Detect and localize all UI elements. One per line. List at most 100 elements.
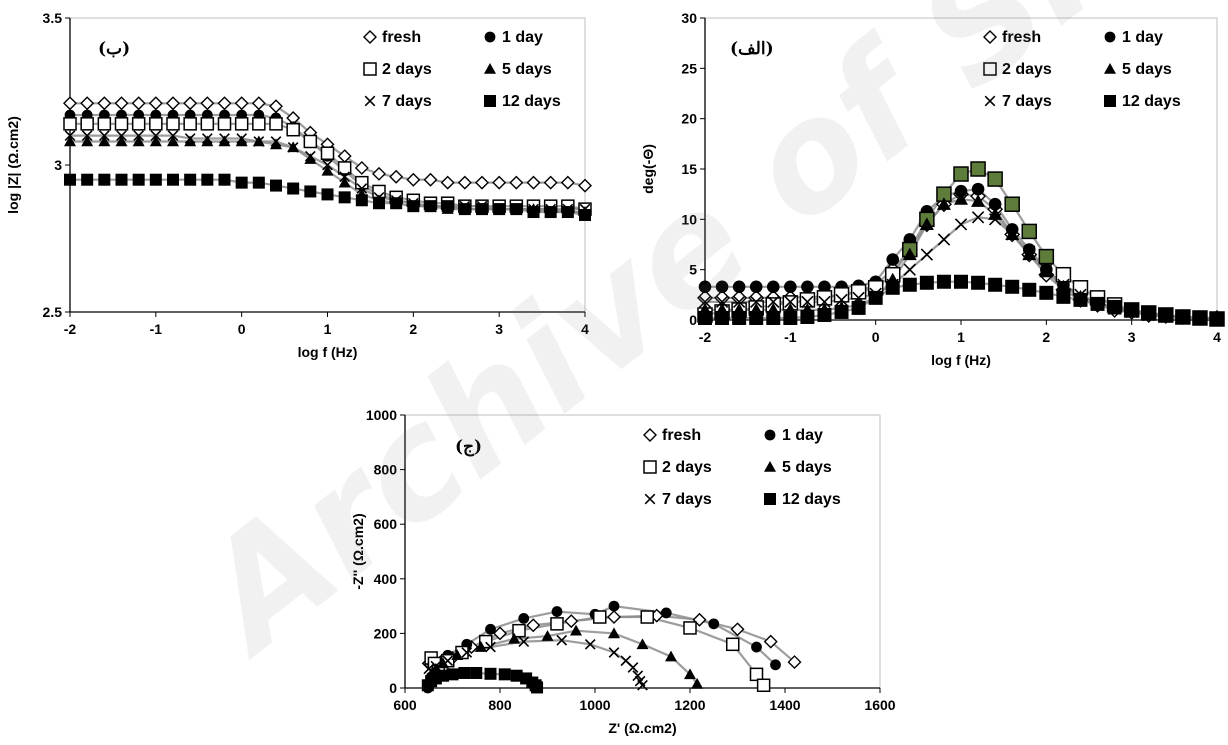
bode-modulus-point xyxy=(97,117,112,131)
nyquist-point xyxy=(508,632,521,644)
bode-phase-point xyxy=(988,277,1003,292)
bode-modulus-point xyxy=(579,208,591,221)
bode-modulus-point xyxy=(389,169,404,184)
bode-phase-point xyxy=(851,300,866,315)
legend-marker-1day xyxy=(1104,31,1116,43)
bode-modulus-point xyxy=(167,135,179,147)
bode-modulus-point xyxy=(321,188,334,201)
bode-modulus-point xyxy=(201,173,214,186)
bode-modulus-point xyxy=(355,194,368,207)
bode-phase-y-tick-label: 0 xyxy=(689,312,697,328)
bode-modulus-point xyxy=(355,175,369,190)
bode-modulus-point xyxy=(269,117,283,131)
nyquist-point xyxy=(751,641,762,653)
bode-phase-point xyxy=(767,295,780,309)
bode-modulus-point xyxy=(236,133,248,144)
bode-modulus-y-tick-label: 2.5 xyxy=(43,304,63,320)
bode-modulus-point xyxy=(167,173,179,186)
bode-phase-point xyxy=(835,293,848,307)
bode-modulus-point xyxy=(354,160,369,175)
bode-phase-y-tick-label: 25 xyxy=(681,60,697,76)
bode-phase-point xyxy=(715,295,729,309)
bode-phase-point xyxy=(817,307,832,322)
legend-marker-7days xyxy=(984,95,996,107)
nyquist-x-tick-label: 1400 xyxy=(769,697,800,713)
bode-phase-point xyxy=(903,263,916,276)
nyquist-x-tick-label: 800 xyxy=(488,697,512,713)
bode-phase-point xyxy=(1057,278,1070,291)
bode-modulus-point xyxy=(64,173,76,186)
legend-marker-7days xyxy=(364,95,376,107)
bode-phase-point xyxy=(1023,245,1036,258)
bode-phase-fit-line-0 xyxy=(705,193,1217,320)
bode-modulus-point xyxy=(219,133,230,144)
bode-phase-point xyxy=(1141,305,1156,320)
nyquist-y-tick-label: 1000 xyxy=(366,407,397,423)
nyquist-point xyxy=(556,634,568,646)
nyquist-point xyxy=(570,624,582,636)
bode-modulus-point xyxy=(200,96,215,111)
bode-modulus-point xyxy=(149,117,163,131)
bode-modulus-point xyxy=(458,203,471,216)
bode-phase-point xyxy=(834,304,849,319)
bode-modulus-point xyxy=(475,175,489,190)
bode-modulus-point xyxy=(304,185,317,198)
bode-modulus-point xyxy=(98,135,111,147)
bode-phase-point xyxy=(936,197,951,210)
bode-modulus-point xyxy=(234,117,249,131)
bode-modulus-x-tick-label: -2 xyxy=(64,321,77,337)
nyquist-point xyxy=(518,612,530,624)
legend-marker-7days xyxy=(644,493,656,505)
bode-modulus-point xyxy=(114,96,129,111)
legend-label-fresh: fresh xyxy=(662,427,701,444)
bode-phase-point xyxy=(1107,299,1122,314)
nyquist-point xyxy=(708,618,720,630)
bode-modulus-point xyxy=(287,141,299,153)
nyquist-point xyxy=(531,681,544,694)
bode-phase-x-axis-label: log f (Hz) xyxy=(931,352,991,368)
bode-modulus-point xyxy=(184,133,196,144)
bode-modulus-point xyxy=(183,96,198,111)
nyquist-point xyxy=(423,663,435,675)
nyquist-point xyxy=(485,623,496,635)
bode-modulus-point xyxy=(337,161,352,175)
bode-modulus-point xyxy=(63,117,77,131)
legend-marker-fresh xyxy=(363,30,377,44)
nyquist-point xyxy=(458,666,471,679)
legend-label-fresh: fresh xyxy=(1002,29,1041,46)
bode-modulus-point xyxy=(544,206,557,219)
bode-phase-point xyxy=(715,310,730,325)
bode-modulus-point xyxy=(441,200,454,213)
nyquist-point xyxy=(526,618,541,633)
bode-modulus-panel-label: (ب) xyxy=(98,39,130,59)
legend-label-12days: 12 days xyxy=(502,93,561,110)
bode-modulus-point xyxy=(148,96,163,111)
bode-modulus-point xyxy=(132,135,145,147)
bode-modulus-point xyxy=(320,146,335,160)
legend-label-7days: 7 days xyxy=(1002,93,1052,110)
nyquist-point xyxy=(608,627,620,639)
bode-phase-point xyxy=(971,182,985,196)
bode-modulus-point xyxy=(200,117,215,131)
nyquist-y-tick-label: 400 xyxy=(374,571,398,587)
bode-phase-y-tick-label: 5 xyxy=(689,262,697,278)
legend-marker-fresh xyxy=(643,428,657,442)
nyquist-series-5 xyxy=(421,666,544,694)
nyquist-point xyxy=(485,641,496,653)
bode-phase-point xyxy=(886,253,900,266)
bode-modulus-point xyxy=(132,173,145,186)
legend-label-7days: 7 days xyxy=(662,491,712,508)
bode-modulus-point xyxy=(526,175,541,190)
bode-modulus-point xyxy=(440,175,455,190)
bode-phase-point xyxy=(1021,223,1038,240)
bode-modulus-point xyxy=(390,197,403,210)
nyquist-point xyxy=(498,668,511,681)
bode-phase-point xyxy=(801,295,814,309)
nyquist-x-tick-label: 1600 xyxy=(864,697,895,713)
bode-modulus-point xyxy=(81,135,94,147)
legend-marker-5days xyxy=(1104,63,1116,74)
nyquist-point xyxy=(636,638,649,650)
nyquist-point xyxy=(437,657,449,669)
